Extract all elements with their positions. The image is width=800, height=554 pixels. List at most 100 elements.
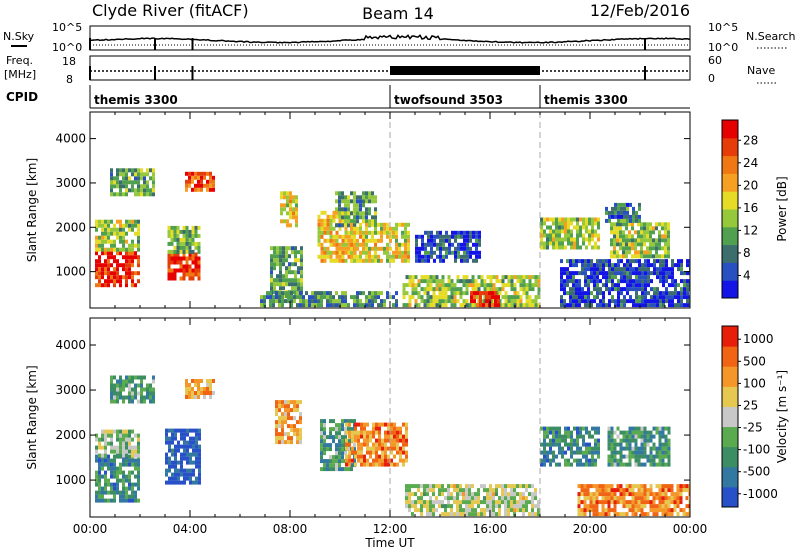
echo-cell: [353, 447, 356, 452]
echo-cell: [260, 303, 263, 308]
echo-cell: [626, 283, 629, 288]
echo-cell: [567, 442, 570, 447]
echo-cell: [432, 279, 436, 284]
echo-cell: [125, 184, 128, 189]
echo-cell: [101, 462, 104, 467]
echo-cell: [552, 245, 555, 250]
echo-cell: [182, 249, 186, 254]
echo-cell: [128, 399, 131, 404]
echo-cell: [432, 500, 435, 505]
echo-cell: [561, 434, 564, 439]
echo-cell: [396, 430, 399, 435]
echo-cell: [465, 275, 469, 280]
echo-cell: [365, 226, 368, 231]
echo-cell: [625, 246, 628, 251]
echo-cell: [276, 282, 279, 287]
station-title: Clyde River (fitACF): [92, 1, 249, 20]
echo-cell: [182, 272, 186, 277]
echo-cell: [368, 291, 371, 296]
echo-cell: [661, 484, 665, 489]
echo-cell: [583, 508, 587, 513]
echo-cell: [125, 449, 128, 454]
echo-cell: [537, 291, 541, 296]
echo-cell: [371, 191, 374, 196]
echo-cell: [295, 199, 298, 204]
echo-cell: [131, 247, 134, 252]
echo-cell: [592, 512, 596, 517]
echo-cell: [353, 226, 356, 231]
echo-cell: [300, 246, 303, 251]
echo-cell: [653, 287, 656, 292]
echo-cell: [285, 270, 288, 275]
echo-cell: [649, 430, 653, 435]
echo-cell: [290, 291, 293, 296]
echo-cell: [356, 215, 359, 220]
echo-cell: [128, 267, 131, 272]
echo-cell: [125, 379, 128, 384]
echo-cell: [623, 287, 626, 292]
echo-cell: [622, 496, 626, 501]
echo-cell: [411, 484, 414, 489]
echo-cell: [637, 430, 641, 435]
echo-cell: [275, 299, 278, 304]
echo-cell: [314, 291, 317, 296]
echo-cell: [578, 271, 581, 276]
echo-cell: [456, 275, 460, 280]
echo-cell: [474, 508, 477, 513]
echo-cell: [516, 299, 520, 304]
echo-cell: [183, 480, 186, 485]
echo-cell: [680, 271, 683, 276]
echo-cell: [625, 438, 629, 443]
echo-cell: [194, 229, 198, 234]
echo-cell: [273, 282, 276, 287]
echo-cell: [466, 230, 469, 235]
echo-cell: [588, 221, 591, 226]
echo-cell: [368, 295, 371, 300]
echo-cell: [407, 258, 410, 263]
echo-cell: [110, 275, 113, 280]
echo-cell: [173, 256, 177, 261]
colorbar-frame: [721, 325, 739, 508]
echo-cell: [649, 226, 652, 231]
echo-cell: [593, 263, 596, 268]
echo-cell: [335, 242, 339, 247]
echo-cell: [658, 504, 662, 509]
echo-cell: [374, 295, 377, 300]
echo-cell: [195, 444, 198, 449]
echo-cell: [335, 250, 339, 255]
echo-cell: [644, 295, 647, 300]
echo-cell: [658, 462, 662, 467]
echo-cell: [665, 275, 668, 280]
echo-cell: [634, 504, 638, 509]
echo-cell: [209, 395, 212, 399]
echo-cell: [356, 246, 359, 251]
echo-cell: [110, 470, 113, 475]
echo-cell: [664, 504, 668, 509]
echo-cell: [626, 267, 629, 272]
echo-cell: [292, 199, 295, 204]
echo-cell: [206, 183, 209, 188]
echo-cell: [414, 492, 417, 497]
echo-cell: [596, 271, 599, 276]
echo-cell: [465, 279, 469, 284]
echo-cell: [608, 263, 611, 268]
echo-cell: [149, 176, 152, 181]
echo-cell: [279, 278, 282, 283]
echo-cell: [116, 227, 119, 232]
echo-cell: [345, 430, 348, 435]
echo-cell: [176, 268, 180, 273]
echo-cell: [356, 203, 359, 208]
echo-cell: [640, 446, 644, 451]
echo-cell: [128, 433, 131, 438]
echo-cell: [104, 271, 107, 276]
echo-cell: [113, 279, 116, 284]
echo-cell: [347, 254, 351, 259]
echo-cell: [374, 195, 377, 200]
echo-cell: [122, 227, 125, 232]
echo-cell: [329, 291, 332, 296]
echo-cell: [288, 278, 291, 283]
echo-cell: [427, 238, 430, 243]
echo-cell: [573, 458, 576, 463]
echo-cell: [203, 395, 206, 399]
echo-cell: [407, 222, 410, 227]
